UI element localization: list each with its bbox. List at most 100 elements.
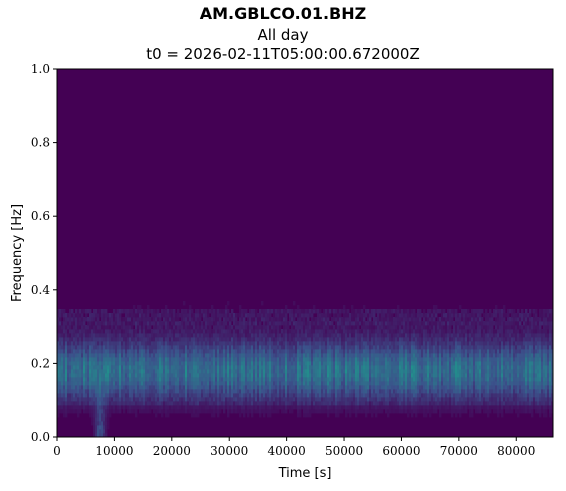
- heatmap-cell: [405, 397, 408, 402]
- heatmap-cell: [143, 337, 146, 342]
- heatmap-cell: [271, 373, 274, 378]
- heatmap-cell: [63, 357, 66, 362]
- heatmap-cell: [205, 321, 208, 326]
- heatmap-cell: [381, 329, 384, 334]
- heatmap-cell: [243, 365, 246, 370]
- heatmap-cell: [97, 357, 100, 362]
- heatmap-cell: [309, 337, 312, 342]
- heatmap-cell: [129, 397, 132, 402]
- heatmap-cell: [227, 409, 230, 414]
- heatmap-cell: [271, 377, 274, 382]
- heatmap-cell: [137, 373, 140, 378]
- heatmap-cell: [341, 321, 344, 326]
- heatmap-cell: [217, 397, 220, 402]
- heatmap-cell: [263, 385, 266, 390]
- heatmap-cell: [141, 393, 144, 398]
- heatmap-cell: [175, 393, 178, 398]
- heatmap-cell: [93, 329, 96, 334]
- heatmap-cell: [421, 325, 424, 330]
- heatmap-cell: [175, 405, 178, 410]
- heatmap-cell: [383, 361, 386, 366]
- heatmap-cell: [339, 317, 342, 322]
- heatmap-cell: [275, 333, 278, 338]
- heatmap-cell: [221, 309, 224, 314]
- heatmap-cell: [79, 333, 82, 338]
- heatmap-cell: [201, 357, 204, 362]
- heatmap-cell: [283, 405, 286, 410]
- heatmap-cell: [225, 385, 228, 390]
- heatmap-cell: [203, 405, 206, 410]
- heatmap-cell: [291, 405, 294, 410]
- heatmap-cell: [361, 329, 364, 334]
- heatmap-cell: [91, 389, 94, 394]
- heatmap-cell: [135, 393, 138, 398]
- heatmap-cell: [319, 377, 322, 382]
- heatmap-cell: [173, 313, 176, 318]
- heatmap-cell: [351, 345, 354, 350]
- heatmap-cell: [307, 353, 310, 358]
- heatmap-cell: [391, 405, 394, 410]
- heatmap-cell: [155, 409, 158, 414]
- heatmap-cell: [325, 365, 328, 370]
- heatmap-cell: [399, 389, 402, 394]
- heatmap-cell: [385, 349, 388, 354]
- heatmap-cell: [181, 321, 184, 326]
- heatmap-cell: [205, 345, 208, 350]
- heatmap-cell: [283, 337, 286, 342]
- heatmap-cell: [337, 353, 340, 358]
- heatmap-cell: [223, 333, 226, 338]
- heatmap-cell: [383, 345, 386, 350]
- heatmap-cell: [229, 321, 232, 326]
- heatmap-cell: [217, 369, 220, 374]
- heatmap-cell: [417, 313, 420, 318]
- heatmap-cell: [69, 381, 72, 386]
- heatmap-cell: [99, 313, 102, 318]
- heatmap-cell: [311, 405, 314, 410]
- heatmap-cell: [127, 377, 130, 382]
- heatmap-cell: [339, 361, 342, 366]
- heatmap-cell: [403, 377, 406, 382]
- heatmap-cell: [373, 353, 376, 358]
- heatmap-cell: [257, 405, 260, 410]
- heatmap-cell: [341, 341, 344, 346]
- heatmap-cell: [189, 401, 192, 406]
- heatmap-cell: [367, 357, 370, 362]
- heatmap-cell: [291, 369, 294, 374]
- heatmap-cell: [261, 349, 264, 354]
- heatmap-cell: [313, 365, 316, 370]
- heatmap-cell: [281, 321, 284, 326]
- heatmap-cell: [85, 373, 88, 378]
- heatmap-cell: [181, 353, 184, 358]
- heatmap-cell: [369, 401, 372, 406]
- heatmap-cell: [59, 321, 62, 326]
- heatmap-cell: [135, 329, 138, 334]
- heatmap-cell: [419, 329, 422, 334]
- heatmap-cell: [261, 329, 264, 334]
- heatmap-cell: [317, 369, 320, 374]
- heatmap-cell: [325, 357, 328, 362]
- heatmap-cell: [335, 313, 338, 318]
- heatmap-cell: [415, 317, 418, 322]
- heatmap-cell: [77, 405, 80, 410]
- heatmap-cell: [259, 385, 262, 390]
- heatmap-cell: [325, 405, 328, 410]
- heatmap-cell: [151, 385, 154, 390]
- heatmap-cell: [169, 349, 172, 354]
- heatmap-cell: [131, 361, 134, 366]
- heatmap-cell: [271, 405, 274, 410]
- heatmap-cell: [147, 333, 150, 338]
- heatmap-cell: [363, 357, 366, 362]
- heatmap-cell: [357, 325, 360, 330]
- heatmap-cell: [387, 393, 390, 398]
- heatmap-cell: [137, 405, 140, 410]
- heatmap-cell: [57, 309, 60, 314]
- heatmap-cell: [97, 329, 100, 334]
- heatmap-cell: [139, 333, 142, 338]
- heatmap-cell: [327, 369, 330, 374]
- heatmap-cell: [129, 365, 132, 370]
- heatmap-cell: [337, 341, 340, 346]
- heatmap-cell: [255, 321, 258, 326]
- heatmap-cell: [327, 361, 330, 366]
- heatmap-cell: [245, 329, 248, 334]
- heatmap-cell: [415, 385, 418, 390]
